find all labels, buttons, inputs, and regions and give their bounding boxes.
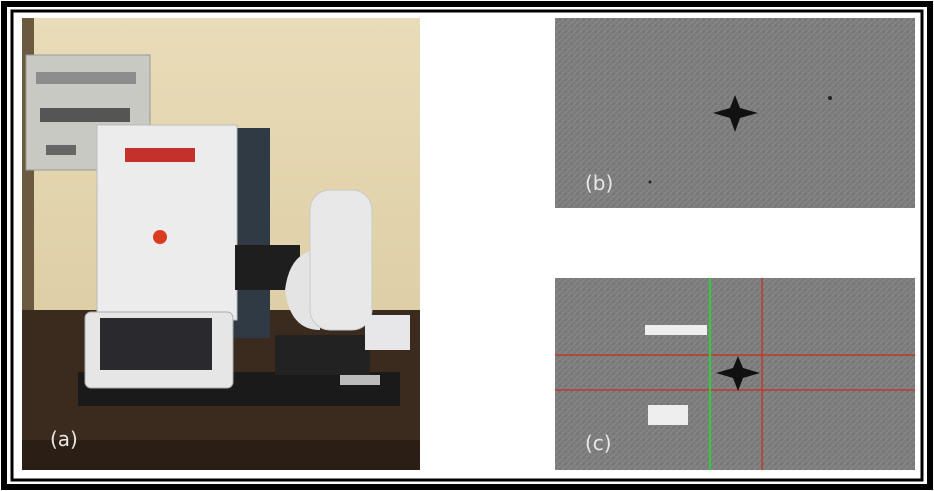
button	[153, 230, 167, 244]
logo	[125, 148, 195, 162]
figure: (a) (b) (c)	[0, 0, 934, 491]
panel-c: (c)	[555, 278, 915, 470]
panel-label: (b)	[585, 171, 613, 195]
breakers	[46, 145, 76, 155]
panel-b: (b)	[555, 18, 915, 208]
panel-label: (a)	[50, 427, 78, 451]
stage	[275, 335, 370, 375]
knob	[340, 375, 380, 385]
microscope-head	[310, 190, 372, 330]
paper	[365, 315, 410, 350]
defect	[828, 96, 832, 100]
panel-label: (c)	[585, 431, 612, 455]
screen	[100, 318, 212, 370]
table-edge	[22, 440, 420, 470]
info-box	[648, 405, 688, 425]
defect	[649, 181, 652, 184]
breakers	[36, 72, 136, 84]
panel-a: (a)	[22, 18, 420, 470]
info-box	[645, 325, 707, 335]
breakers	[40, 108, 130, 122]
